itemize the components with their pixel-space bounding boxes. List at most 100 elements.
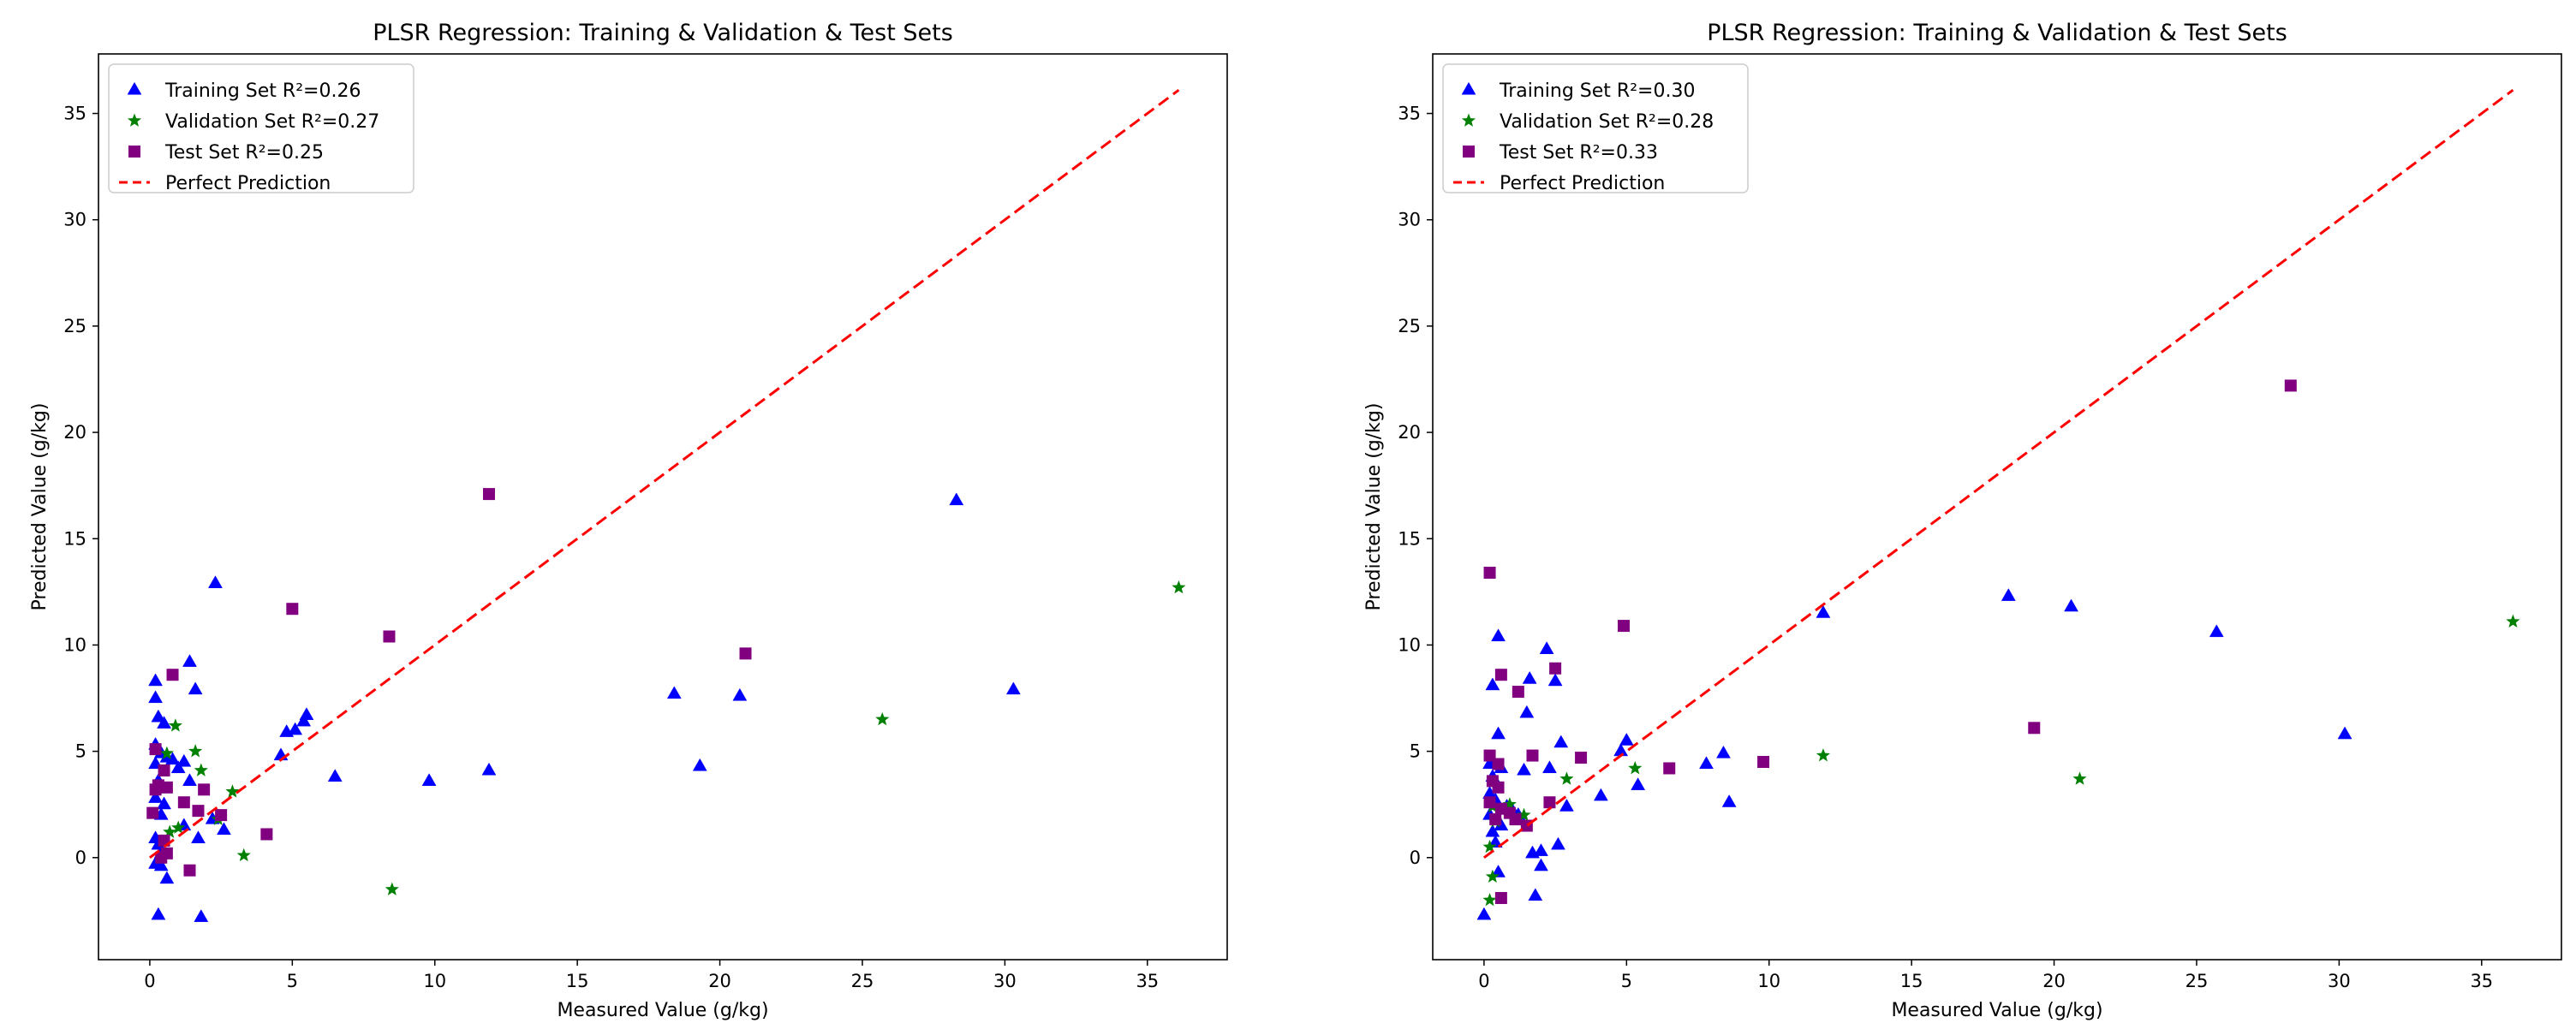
series-dashed-line <box>1483 89 2514 859</box>
y-tick-label: 20 <box>1398 422 1421 443</box>
data-point <box>1816 604 1831 618</box>
data-point <box>1491 726 1506 740</box>
x-axis-label: Measured Value (g/kg) <box>557 1000 768 1021</box>
data-point <box>194 763 208 776</box>
x-tick-label: 25 <box>851 971 874 991</box>
x-tick-label: 20 <box>708 971 731 991</box>
legend-box <box>1442 63 1749 193</box>
x-tick-label: 0 <box>144 971 155 991</box>
data-point <box>1517 762 1531 776</box>
legend: Training Set R²=0.26 Validation Set R²=0.… <box>108 63 414 194</box>
y-tick-label: 10 <box>1398 634 1421 655</box>
data-point <box>176 753 192 767</box>
data-point <box>1526 749 1539 762</box>
data-point <box>188 681 203 695</box>
data-point <box>155 851 168 864</box>
series-square <box>1483 379 2297 904</box>
data-point <box>260 828 273 841</box>
data-point <box>1005 681 1021 695</box>
data-point <box>151 709 166 723</box>
plot-frame <box>1432 53 2562 961</box>
data-point <box>149 783 162 796</box>
x-axis-label: Measured Value (g/kg) <box>1891 1000 2102 1021</box>
y-tick-label: 25 <box>1398 316 1421 336</box>
legend-box <box>108 63 414 193</box>
chart-panel-2: PLSR Regression: Training & Validation &… <box>1363 20 2562 1021</box>
data-point <box>482 488 495 501</box>
data-point <box>1494 891 1507 904</box>
data-point <box>1551 836 1565 850</box>
data-point <box>1534 858 1548 871</box>
data-point <box>1483 566 1496 579</box>
data-point <box>1517 807 1531 821</box>
data-point <box>383 630 396 643</box>
data-point <box>1494 669 1507 681</box>
data-point <box>1663 762 1676 775</box>
data-point <box>192 805 205 818</box>
data-point <box>1593 788 1608 801</box>
y-axis-label: Predicted Value (g/kg) <box>29 403 51 611</box>
y-tick-label: 30 <box>63 210 86 230</box>
data-point <box>2506 614 2520 628</box>
chart-title: PLSR Regression: Training & Validation &… <box>373 20 953 46</box>
x-tick-label: 30 <box>993 971 1017 991</box>
y-tick-label: 15 <box>63 528 86 549</box>
data-point <box>286 603 299 616</box>
data-point <box>1549 662 1562 675</box>
y-tick-label: 20 <box>63 422 86 443</box>
data-point <box>327 769 343 782</box>
data-point <box>236 848 251 862</box>
data-point <box>160 781 173 794</box>
data-point <box>170 760 186 774</box>
x-tick-label: 5 <box>287 971 298 991</box>
x-tick-label: 35 <box>2470 971 2493 991</box>
chart-title: PLSR Regression: Training & Validation &… <box>1707 20 2287 46</box>
data-point <box>148 790 163 803</box>
legend-marker-star <box>1461 113 1476 127</box>
legend-marker-triangle <box>127 81 142 95</box>
x-tick-label: 5 <box>1621 971 1632 991</box>
data-point <box>666 686 682 699</box>
data-point <box>163 824 177 838</box>
data-point <box>177 796 190 809</box>
legend-label: Training Set R²=0.30 <box>1499 80 1695 102</box>
data-point <box>1492 758 1505 770</box>
chart-panel-1: PLSR Regression: Training & Validation &… <box>29 20 1228 1021</box>
data-point <box>1172 580 1186 594</box>
data-point <box>288 722 303 735</box>
data-point <box>159 746 174 759</box>
perfect-prediction-line <box>1483 89 2514 859</box>
x-tick-label: 15 <box>1900 971 1923 991</box>
plot-frame <box>98 53 1228 961</box>
series-star <box>159 580 1186 895</box>
data-point <box>1716 745 1731 758</box>
data-point <box>1488 835 1503 848</box>
data-point <box>194 909 209 922</box>
data-point <box>188 744 203 758</box>
data-point <box>1559 798 1574 812</box>
legend-label: Test Set R²=0.25 <box>164 142 324 164</box>
data-point <box>171 820 186 834</box>
y-tick-label: 35 <box>63 104 86 124</box>
data-point <box>1483 796 1496 809</box>
series-star <box>1482 614 2520 907</box>
data-point <box>208 575 223 588</box>
y-tick-label: 5 <box>75 741 86 762</box>
data-point <box>182 773 197 786</box>
x-tick-label: 10 <box>1757 971 1780 991</box>
series-triangle <box>1476 588 2352 920</box>
data-point <box>739 647 752 660</box>
perfect-prediction-line <box>149 89 1180 859</box>
x-tick-label: 30 <box>2328 971 2351 991</box>
data-point <box>296 713 312 727</box>
legend-marker-triangle <box>1461 81 1476 95</box>
data-point <box>2209 624 2224 638</box>
y-tick-label: 5 <box>1410 741 1421 762</box>
y-axis-label: Predicted Value (g/kg) <box>1363 403 1385 611</box>
y-tick-label: 15 <box>1398 528 1421 549</box>
data-point <box>1628 760 1643 775</box>
data-point <box>1699 756 1714 770</box>
data-point <box>1476 907 1492 920</box>
data-point <box>1617 620 1630 633</box>
data-point <box>385 882 399 895</box>
